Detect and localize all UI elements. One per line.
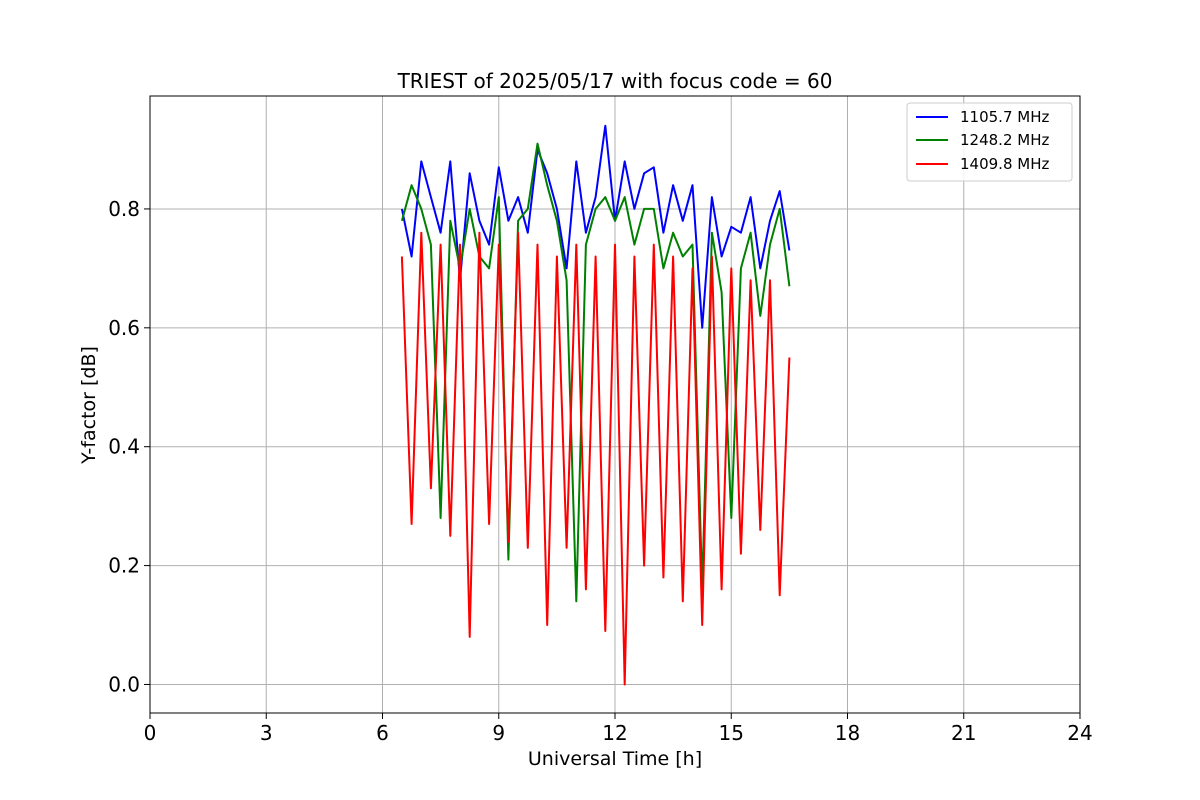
x-tick-label: 9	[492, 721, 505, 745]
x-tick-label: 12	[602, 721, 627, 745]
y-tick-label: 0.0	[108, 672, 140, 696]
y-tick-label: 0.4	[108, 435, 140, 459]
legend-label-1248-2: 1248.2 MHz	[960, 131, 1049, 149]
x-tick-label: 15	[719, 721, 744, 745]
x-tick-label: 18	[835, 721, 860, 745]
y-axis: 0.0 0.2 0.4 0.6 0.8	[108, 197, 150, 696]
series-line-1105-7-mhz	[400, 124, 791, 329]
y-tick-label: 0.6	[108, 316, 140, 340]
x-axis: 0 3 6 9 12 15 18 21 24	[144, 713, 1093, 745]
x-tick-label: 0	[144, 721, 157, 745]
x-tick-label: 6	[376, 721, 389, 745]
chart-title: TRIEST of 2025/05/17 with focus code = 6…	[397, 69, 833, 93]
series-line-1248-2-mhz	[400, 142, 791, 603]
legend-label-1409-8: 1409.8 MHz	[960, 155, 1049, 173]
legend-label-1105-7: 1105.7 MHz	[960, 108, 1049, 126]
y-tick-label: 0.8	[108, 197, 140, 221]
x-tick-label: 21	[951, 721, 976, 745]
x-tick-label: 24	[1067, 721, 1092, 745]
x-axis-label: Universal Time [h]	[528, 748, 702, 770]
series-line-1409-8-mhz	[400, 231, 791, 686]
legend-box	[906, 102, 1073, 182]
y-tick-label: 0.2	[108, 554, 140, 578]
x-tick-label: 3	[260, 721, 273, 745]
legend: 1105.7 MHz 1248.2 MHz 1409.8 MHz	[906, 102, 1073, 182]
y-axis-label: Y-factor [dB]	[78, 346, 100, 465]
series-layer	[400, 124, 791, 686]
